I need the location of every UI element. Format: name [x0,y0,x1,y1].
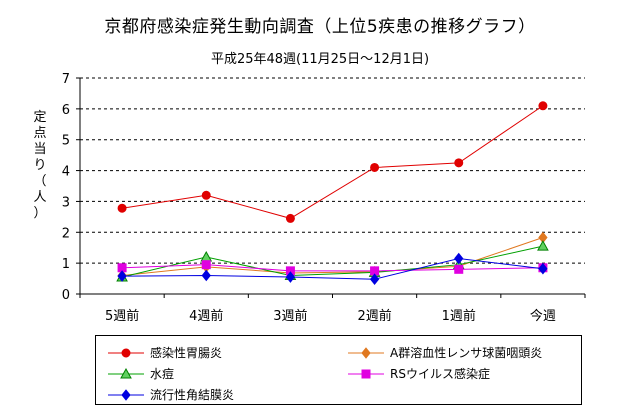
data-point [285,213,295,223]
chart-subtitle: 平成25年48週(11月25日〜12月1日) [210,52,430,67]
y-tick-label: 5 [62,134,70,149]
legend-marker [361,346,371,359]
legend-swatch [108,348,144,357]
data-point [201,260,211,270]
legend-swatch [108,388,144,401]
legend-swatch [348,346,384,359]
legend-item: 水痘 [106,365,174,382]
data-point [537,240,549,251]
y-axis-label: 定点当り（人） [33,110,47,221]
x-tick-label: 4週前 [189,308,223,324]
legend-marker [120,367,132,378]
legend-label: A群溶血性レンサ球菌咽頭炎 [390,346,543,360]
series-line [121,245,544,278]
series-line [122,264,543,272]
data-point [117,270,127,282]
legend-label: RSウイルス感染症 [390,367,490,381]
legend-item: 流行性角結膜炎 [106,386,234,403]
legend-label: 流行性角結膜炎 [150,388,235,402]
y-tick-label: 3 [62,195,70,210]
data-point [538,262,548,275]
legend-label: 水痘 [150,367,175,381]
series-line [122,237,544,276]
chart-legend: 感染性胃腸炎 A群溶血性レンサ球菌咽頭炎水痘 RSウイルス感染症流行性角結膜炎 [95,335,582,405]
x-tick-label: 3週前 [273,308,307,324]
y-tick-label: 4 [62,165,70,180]
x-tick-label: 1週前 [442,308,476,324]
data-point [454,158,464,168]
data-point [285,271,296,283]
legend-item: 感染性胃腸炎 [106,344,222,361]
legend-marker [121,388,131,401]
data-point [454,264,464,274]
legend-item: A群溶血性レンサ球菌咽頭炎 [346,344,542,361]
legend-marker [361,369,371,378]
data-point [454,252,464,265]
legend-swatch [348,369,384,378]
data-point [200,250,213,262]
series-line [122,105,544,219]
x-tick-label: 5週前 [105,308,139,324]
legend-swatch [108,367,144,378]
y-tick-label: 1 [62,257,70,272]
legend-marker [121,348,131,357]
y-tick-label: 2 [62,226,70,241]
data-point [538,101,548,111]
data-point [201,269,211,282]
legend-item: RSウイルス感染症 [346,365,490,382]
x-tick-label: 2週前 [357,308,391,324]
y-tick-label: 7 [62,72,70,87]
series-line [122,258,543,280]
chart-title: 京都府感染症発生動向調査（上位5疾患の推移グラフ） [104,17,536,37]
x-tick-label: 今週 [530,308,556,324]
data-point [117,203,127,213]
legend-label: 感染性胃腸炎 [150,346,223,360]
data-point [201,190,211,200]
data-point [370,162,380,172]
y-tick-label: 0 [62,288,70,303]
y-tick-label: 6 [62,103,70,118]
data-point [369,273,380,285]
